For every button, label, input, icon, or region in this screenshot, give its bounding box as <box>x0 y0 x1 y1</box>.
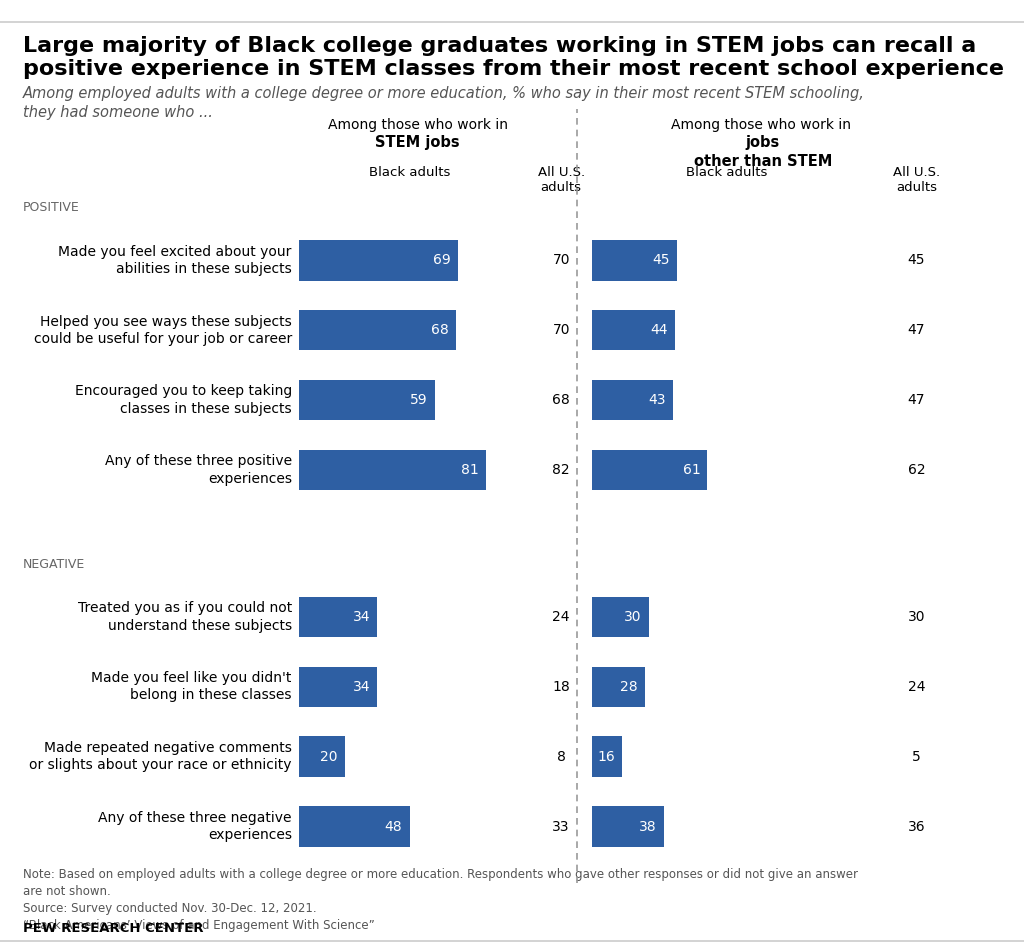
Text: 70: 70 <box>552 253 570 268</box>
Text: 18: 18 <box>552 680 570 694</box>
Text: 28: 28 <box>621 680 638 694</box>
Text: Among those who work in: Among those who work in <box>328 118 508 132</box>
Text: 45: 45 <box>907 253 926 268</box>
Bar <box>299 597 377 637</box>
Text: Black adults: Black adults <box>686 166 768 179</box>
Text: 34: 34 <box>352 680 371 694</box>
Text: All U.S.
adults: All U.S. adults <box>893 166 940 193</box>
Text: Made you feel excited about your
abilities in these subjects: Made you feel excited about your abiliti… <box>58 245 292 276</box>
Text: Made repeated negative comments
or slights about your race or ethnicity: Made repeated negative comments or sligh… <box>30 741 292 772</box>
Bar <box>299 806 410 847</box>
Text: Helped you see ways these subjects
could be useful for your job or career: Helped you see ways these subjects could… <box>34 314 292 346</box>
Text: 81: 81 <box>461 463 478 477</box>
Text: 16: 16 <box>597 749 615 764</box>
Bar <box>592 310 675 350</box>
Bar <box>592 449 708 490</box>
Text: Large majority of Black college graduates working in STEM jobs can recall a: Large majority of Black college graduate… <box>23 36 976 56</box>
Bar <box>299 737 345 777</box>
Bar <box>299 310 456 350</box>
Bar <box>299 666 377 707</box>
Text: 47: 47 <box>907 393 926 407</box>
Text: 47: 47 <box>907 324 926 337</box>
Bar <box>592 806 664 847</box>
Text: 61: 61 <box>683 463 700 477</box>
Text: POSITIVE: POSITIVE <box>23 202 79 214</box>
Text: All U.S.
adults: All U.S. adults <box>538 166 585 193</box>
Text: Black adults: Black adults <box>369 166 451 179</box>
Text: Any of these three positive
experiences: Any of these three positive experiences <box>104 454 292 486</box>
Bar <box>592 737 623 777</box>
Text: 62: 62 <box>907 463 926 477</box>
Text: 48: 48 <box>385 820 402 834</box>
Text: positive experience in STEM classes from their most recent school experience: positive experience in STEM classes from… <box>23 59 1004 79</box>
Bar <box>592 380 674 421</box>
Text: 36: 36 <box>907 820 926 834</box>
Text: 45: 45 <box>652 253 670 268</box>
Text: jobs
other than STEM: jobs other than STEM <box>693 135 833 169</box>
Bar <box>592 666 645 707</box>
Text: Made you feel like you didn't
belong in these classes: Made you feel like you didn't belong in … <box>91 671 292 703</box>
Text: 5: 5 <box>912 749 921 764</box>
Text: 43: 43 <box>648 393 667 407</box>
Text: STEM jobs: STEM jobs <box>376 135 460 150</box>
Text: 24: 24 <box>552 610 570 624</box>
Text: 24: 24 <box>907 680 926 694</box>
Bar <box>299 380 435 421</box>
Text: 34: 34 <box>352 610 371 624</box>
Text: NEGATIVE: NEGATIVE <box>23 558 85 571</box>
Text: 38: 38 <box>639 820 656 834</box>
Text: 20: 20 <box>321 749 338 764</box>
Text: 8: 8 <box>557 749 565 764</box>
Text: 68: 68 <box>552 393 570 407</box>
Text: PEW RESEARCH CENTER: PEW RESEARCH CENTER <box>23 922 203 935</box>
Text: Encouraged you to keep taking
classes in these subjects: Encouraged you to keep taking classes in… <box>75 385 292 416</box>
Text: 82: 82 <box>552 463 570 477</box>
Text: Note: Based on employed adults with a college degree or more education. Responde: Note: Based on employed adults with a co… <box>23 868 857 932</box>
Text: Treated you as if you could not
understand these subjects: Treated you as if you could not understa… <box>78 602 292 632</box>
Text: 30: 30 <box>907 610 926 624</box>
Bar <box>592 597 649 637</box>
Text: 30: 30 <box>624 610 641 624</box>
Text: 33: 33 <box>552 820 570 834</box>
Text: Among those who work in: Among those who work in <box>671 118 855 132</box>
Bar <box>592 240 677 281</box>
Text: Among employed adults with a college degree or more education, % who say in thei: Among employed adults with a college deg… <box>23 86 864 121</box>
Text: 44: 44 <box>650 324 668 337</box>
Bar <box>299 240 458 281</box>
Text: 69: 69 <box>433 253 451 268</box>
Text: 59: 59 <box>411 393 428 407</box>
Text: 70: 70 <box>552 324 570 337</box>
Bar <box>299 449 485 490</box>
Text: Any of these three negative
experiences: Any of these three negative experiences <box>98 811 292 843</box>
Text: 68: 68 <box>431 324 449 337</box>
